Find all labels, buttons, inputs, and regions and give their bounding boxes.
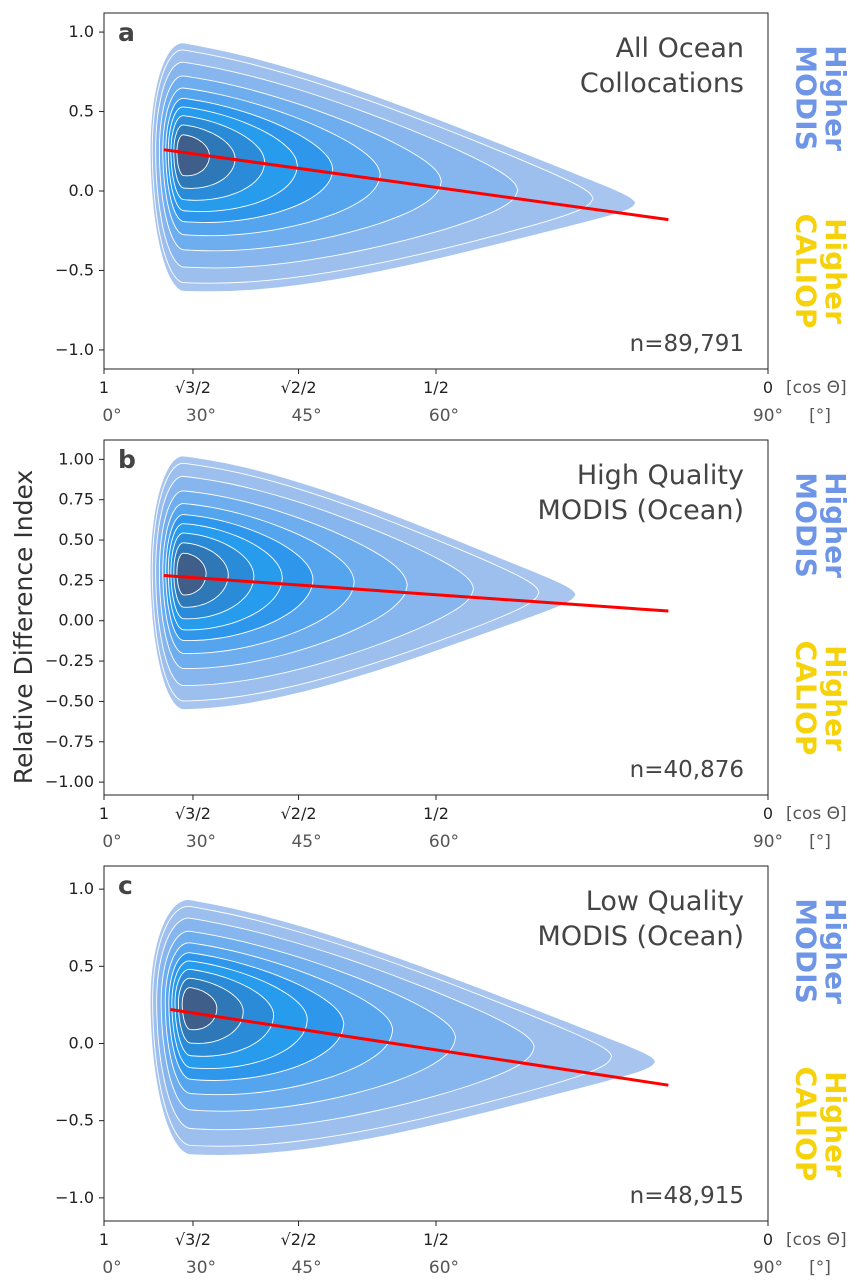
x-unit-cos: [cos Θ] [786,804,847,824]
x-tick-label-deg: 60° [429,1258,459,1278]
y-tick-label: 0.5 [69,956,94,975]
y-tick-label: 0.25 [58,570,94,589]
x-tick-label-deg: 30° [186,1258,216,1278]
y-axis-label: Relative Difference Index [9,470,38,784]
side-label-line: MODIS [790,898,823,1004]
x-tick-label-cos: 1/2 [423,378,449,397]
y-tick-label: 0.00 [58,611,94,630]
higher-modis-label: HigherMODIS [790,472,852,578]
sample-count: n=89,791 [630,331,744,357]
sample-count: n=48,915 [630,1183,744,1209]
x-tick-label-deg: 0° [102,406,121,426]
x-tick-label-deg: 45° [291,1258,321,1278]
y-tick-label: −0.50 [45,691,94,710]
x-tick-label-deg: 0° [102,1258,121,1278]
density-contours [150,900,656,1155]
x-tick-label-cos: √3/2 [175,378,211,397]
panel-letter: a [118,18,135,47]
higher-modis-label: HigherMODIS [790,45,852,151]
y-tick-label: −1.0 [55,1188,94,1207]
side-label-line: Higher [819,1071,852,1177]
y-tick-label: −1.00 [45,772,94,791]
y-tick-label: −0.5 [55,1111,94,1130]
x-tick-label-deg: 30° [186,406,216,426]
x-tick-label-cos: 0 [763,378,773,397]
y-tick-label: −0.5 [55,260,94,279]
y-tick-label: 1.00 [58,449,94,468]
contour-level-10 [181,987,218,1031]
regression-line [163,148,669,222]
y-tick-label: 0.0 [69,1034,94,1053]
sample-count: n=40,876 [630,757,744,783]
higher-caliop-label: HigherCALIOP [790,641,852,756]
x-tick-label-cos: 0 [763,1230,773,1249]
y-tick-label: −0.25 [45,651,94,670]
x-tick-label-deg: 90° [753,832,783,852]
x-unit-deg: [°] [809,832,831,852]
x-tick-label-cos: 1 [99,1230,109,1249]
side-label-line: CALIOP [790,1067,823,1182]
x-tick-label-deg: 90° [753,406,783,426]
panel-c: −1.0 −0.5 0.0 0.5 1.0 1 √3/2 √2/2 1/2 0 [cos Θ] 0° 3… [55,865,852,1278]
side-label-line: Higher [819,472,852,578]
x-tick-label-cos: √3/2 [175,1230,211,1249]
panel-title-line: High Quality [577,460,744,491]
x-tick-label-cos: √3/2 [175,804,211,823]
higher-caliop-label: HigherCALIOP [790,214,852,329]
panel-letter: c [118,871,133,900]
x-tick-label-cos: √2/2 [281,804,317,823]
y-tick-label: 0.75 [58,490,94,509]
x-tick-label-deg: 45° [291,406,321,426]
side-label-line: MODIS [790,45,823,151]
regression-line [170,1008,669,1087]
density-contours [150,456,576,710]
x-tick-label-deg: 30° [186,832,216,852]
side-label-line: Higher [819,218,852,324]
x-tick-label-cos: √2/2 [281,1230,317,1249]
x-tick-label-cos: √2/2 [281,378,317,397]
side-label-line: CALIOP [790,641,823,756]
x-tick-label-deg: 60° [429,406,459,426]
side-label-line: Higher [819,45,852,151]
x-tick-label-cos: 1 [99,804,109,823]
x-tick-label-cos: 1/2 [423,1230,449,1249]
y-tick-label: 0.5 [69,102,94,121]
higher-caliop-label: HigherCALIOP [790,1067,852,1182]
panel-title-line: Collocations [580,68,744,99]
density-contours [150,43,636,292]
x-tick-label-cos: 0 [763,804,773,823]
y-tick-label: 0.50 [58,530,94,549]
x-tick-label-cos: 1 [99,378,109,397]
panels: −1.0 −0.5 0.0 0.5 1.0 1 √3/2 √2/2 1/2 0 [cos Θ] 0° 3… [45,12,852,1278]
panel-b: −1.00 −0.75 −0.50 −0.25 0.00 0.25 0.50 0.75 1.00… [45,439,852,852]
panel-letter: b [118,445,136,474]
x-unit-deg: [°] [809,1258,831,1278]
x-unit-deg: [°] [809,406,831,426]
panel-title-line: MODIS (Ocean) [538,495,744,526]
x-tick-label-cos: 1/2 [423,804,449,823]
y-tick-label: 0.0 [69,181,94,200]
regression-line [163,574,669,613]
y-tick-label: 1.0 [69,879,94,898]
higher-modis-label: HigherMODIS [790,898,852,1004]
side-label-line: CALIOP [790,214,823,329]
x-unit-cos: [cos Θ] [786,1230,847,1250]
panel-a: −1.0 −0.5 0.0 0.5 1.0 1 √3/2 √2/2 1/2 0 [cos Θ] 0° 3… [55,12,852,426]
x-unit-cos: [cos Θ] [786,378,847,398]
x-tick-label-deg: 90° [753,1258,783,1278]
x-tick-label-deg: 0° [102,832,121,852]
x-tick-label-deg: 45° [291,832,321,852]
panel-title-line: Low Quality [586,886,744,917]
side-label-line: Higher [819,645,852,751]
y-tick-label: −1.0 [55,340,94,359]
y-tick-label: 1.0 [69,22,94,41]
contour-level-10 [176,552,207,596]
side-label-line: Higher [819,898,852,1004]
side-label-line: MODIS [790,472,823,578]
x-tick-label-deg: 60° [429,832,459,852]
panel-title-line: All Ocean [616,33,744,64]
y-tick-label: −0.75 [45,732,94,751]
panel-title-line: MODIS (Ocean) [538,921,744,952]
